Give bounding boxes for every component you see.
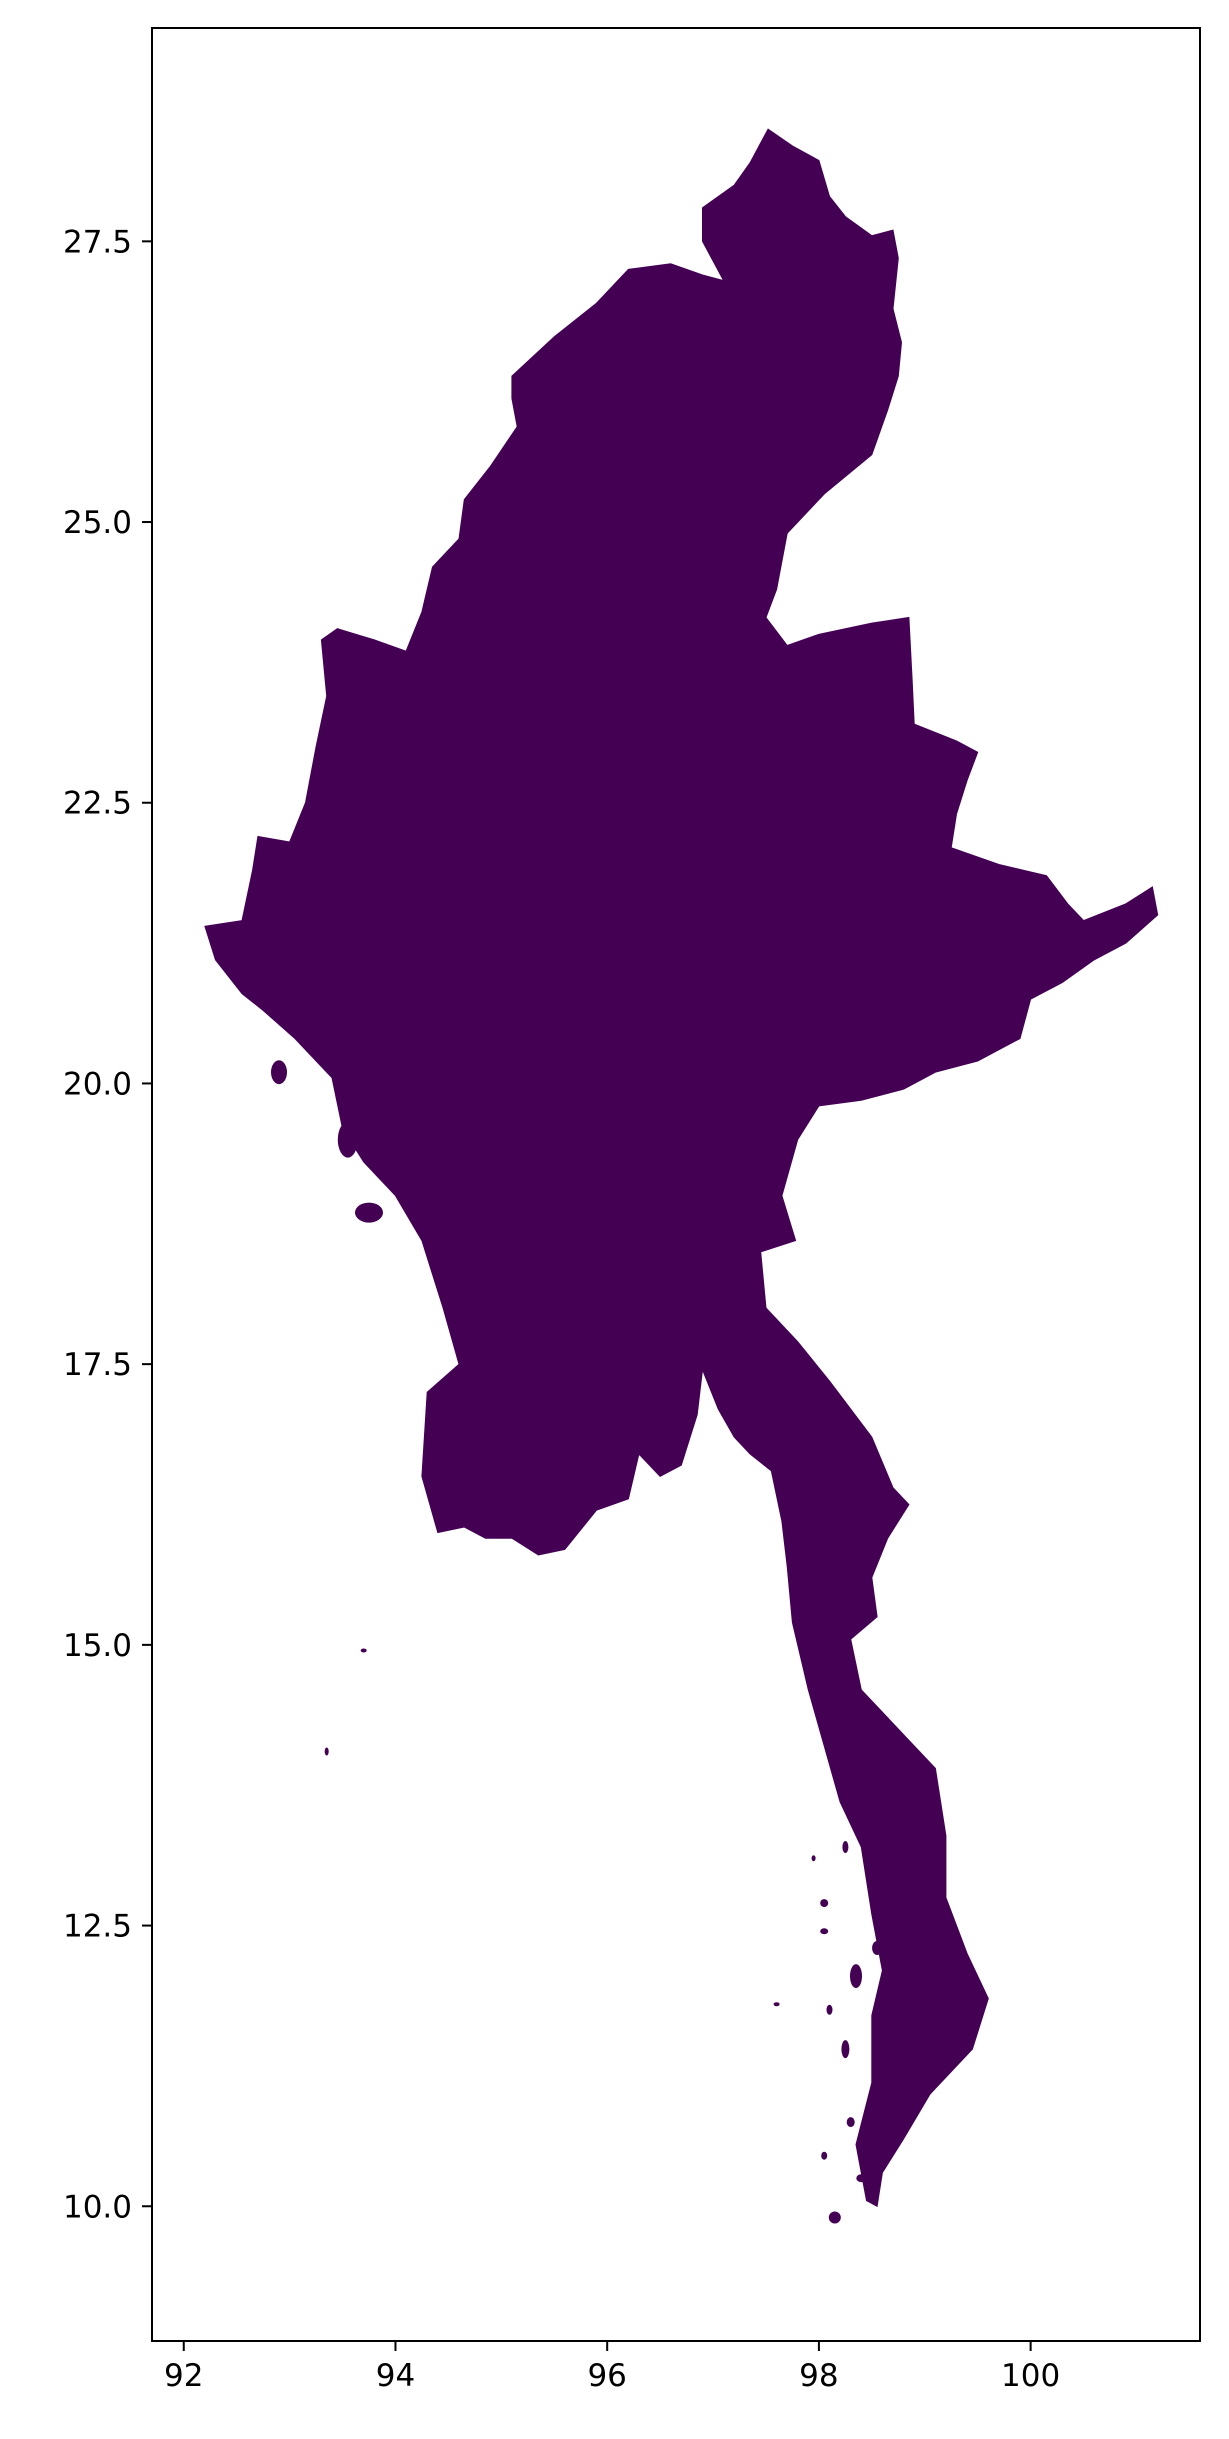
island-10 bbox=[826, 2004, 833, 2015]
x-tick-label: 94 bbox=[376, 2358, 415, 2394]
island-5 bbox=[820, 1899, 829, 1908]
y-tick-label: 25.0 bbox=[63, 505, 132, 541]
y-tick-label: 12.5 bbox=[63, 1909, 132, 1945]
island-15 bbox=[821, 2151, 828, 2160]
y-tick-label: 27.5 bbox=[63, 224, 132, 260]
y-axis: 27.5 25.0 22.5 20.0 17.5 15.0 12.5 10.0 bbox=[63, 224, 152, 2225]
x-tick-label: 98 bbox=[799, 2358, 838, 2394]
island-7 bbox=[820, 1928, 829, 1935]
y-tick-label: 10.0 bbox=[63, 2189, 132, 2225]
island-1 bbox=[355, 1202, 383, 1223]
island-13 bbox=[897, 2001, 910, 2018]
y-tick-label: 17.5 bbox=[63, 1347, 132, 1383]
y-tick-label: 22.5 bbox=[63, 786, 132, 822]
x-tick-label: 96 bbox=[587, 2358, 626, 2394]
island-17 bbox=[828, 2211, 841, 2224]
x-tick-label: 92 bbox=[164, 2358, 203, 2394]
x-tick-label: 100 bbox=[1001, 2358, 1060, 2394]
island-18 bbox=[324, 1747, 329, 1756]
island-20 bbox=[856, 2174, 867, 2183]
island-11 bbox=[841, 2040, 850, 2059]
island-2 bbox=[337, 1121, 358, 1158]
island-19 bbox=[360, 1648, 367, 1653]
island-4 bbox=[842, 1841, 849, 1853]
x-axis: 92 94 96 98 100 bbox=[164, 2341, 1060, 2394]
island-21 bbox=[811, 1855, 816, 1862]
myanmar-region-shape bbox=[204, 128, 1159, 2208]
island-6 bbox=[850, 1964, 862, 1989]
y-tick-label: 15.0 bbox=[63, 1628, 132, 1664]
island-12 bbox=[874, 2014, 891, 2039]
island-16 bbox=[862, 2134, 871, 2143]
y-tick-label: 20.0 bbox=[63, 1066, 132, 1102]
island-9 bbox=[773, 2002, 780, 2007]
island-14 bbox=[846, 2117, 855, 2128]
island-8 bbox=[872, 1941, 883, 1955]
offshore-islands bbox=[271, 1060, 910, 2224]
island-3 bbox=[271, 1060, 287, 1085]
plot-frame bbox=[151, 27, 1201, 2342]
map-plot-area bbox=[204, 128, 1159, 2224]
